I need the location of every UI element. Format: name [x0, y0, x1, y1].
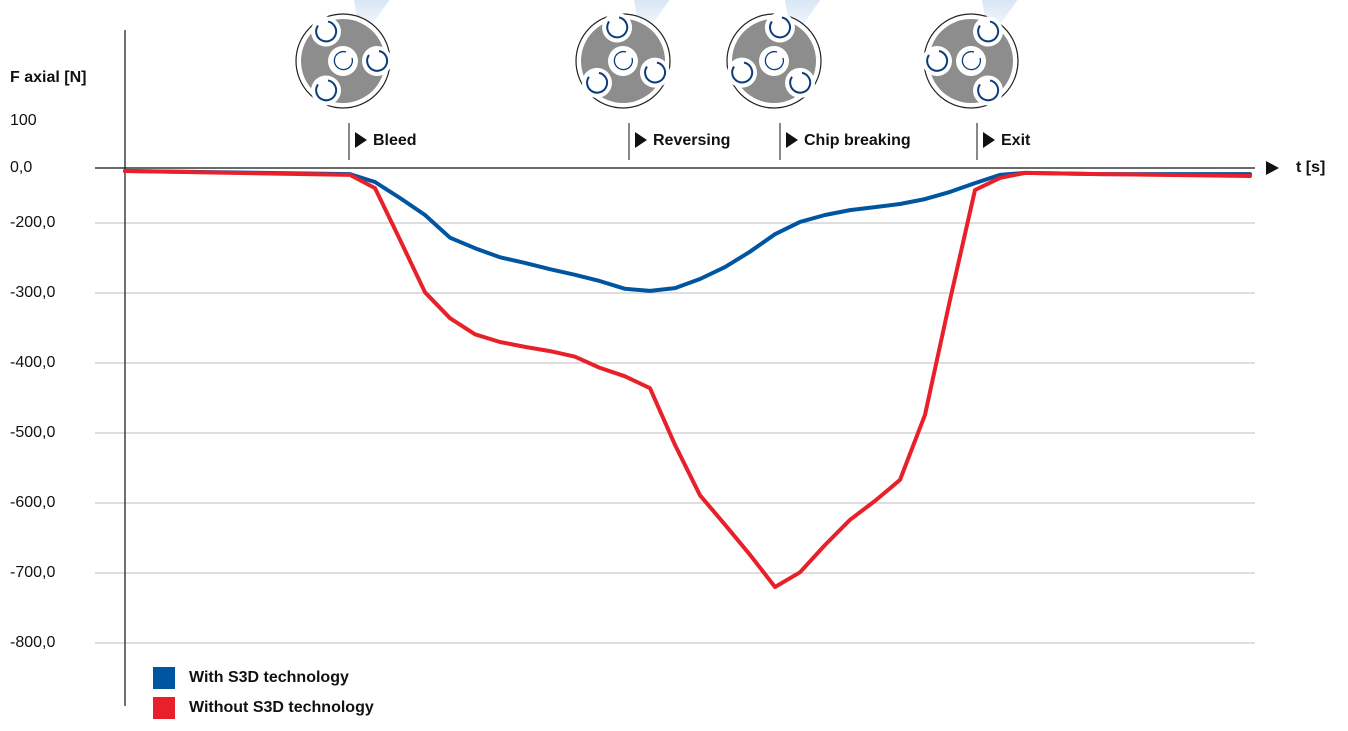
flute-edge: [977, 79, 1000, 102]
legend: With S3D technology Without S3D technolog…: [153, 667, 374, 719]
flute-edge: [315, 79, 338, 102]
y-tick-label: -300,0: [10, 284, 55, 301]
rotation: [764, 50, 785, 71]
phase-label: Bleed: [373, 132, 417, 149]
legend-swatch: [153, 667, 175, 689]
flute-edge: [606, 16, 629, 39]
drill-core: [608, 46, 638, 76]
drill-core: [759, 46, 789, 76]
phase-label: Chip breaking: [804, 132, 911, 149]
y-tick-label: -800,0: [10, 634, 55, 651]
plot: Bleed Reversing Chip breaking Exit: [123, 123, 1252, 589]
flute-edge: [789, 71, 812, 94]
phase-arrow: [355, 132, 367, 148]
flute-edge: [769, 16, 791, 39]
y-tick-label: 0,0: [10, 159, 32, 176]
flute-edge: [315, 20, 338, 43]
flute-edge: [926, 50, 949, 72]
drill-core: [328, 46, 358, 76]
y-tick-label: -600,0: [10, 494, 55, 511]
phase-arrow: [635, 132, 647, 148]
y-tick-label: -400,0: [10, 354, 55, 371]
legend-label: Without S3D technology: [189, 699, 374, 716]
flute-edge: [366, 50, 389, 72]
phase-label: Exit: [1001, 132, 1031, 149]
series-line: [123, 169, 1252, 589]
y-tick-label: -500,0: [10, 424, 55, 441]
legend-label: With S3D technology: [189, 669, 349, 686]
rotation: [961, 50, 982, 71]
y-tick-label: 100: [10, 112, 37, 129]
y-tick-label: -700,0: [10, 564, 55, 581]
series-line: [123, 169, 1252, 293]
x-axis-label: t [s]: [1296, 159, 1325, 176]
rotation: [333, 50, 354, 71]
phase-arrow: [786, 132, 798, 148]
y-tick-label: -200,0: [10, 214, 55, 231]
phase-arrow: [983, 132, 995, 148]
grid: 100 0,0 -200,0 -300,0 -400,0 -500,0 -600,0 -700…: [10, 112, 1255, 651]
y-axis-label: F axial [N]: [10, 69, 86, 86]
flute-edge: [644, 61, 667, 84]
legend-swatch: [153, 697, 175, 719]
flute-edge: [586, 71, 609, 94]
phase-label: Reversing: [653, 132, 730, 149]
flute-edge: [731, 61, 754, 84]
process-icons: [295, 0, 1019, 109]
flute-edge: [977, 20, 1000, 43]
drill-core: [956, 46, 986, 76]
x-axis-arrow: [1266, 161, 1279, 175]
rotation: [613, 50, 634, 71]
